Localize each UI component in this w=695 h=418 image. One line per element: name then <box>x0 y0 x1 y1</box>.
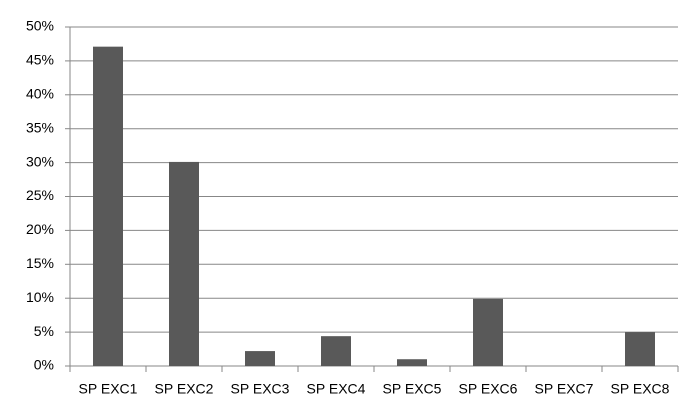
y-tick-label: 30% <box>26 153 54 169</box>
y-tick-label: 0% <box>34 357 54 373</box>
x-tick-label: SP EXC8 <box>611 381 670 397</box>
y-tick-label: 20% <box>26 221 54 237</box>
y-tick-label: 35% <box>26 119 54 135</box>
x-tick-label: SP EXC4 <box>307 381 366 397</box>
x-tick-label: SP EXC5 <box>383 381 442 397</box>
y-tick-label: 10% <box>26 289 54 305</box>
y-tick-label: 5% <box>34 323 54 339</box>
x-tick-label: SP EXC7 <box>535 381 594 397</box>
y-tick-label: 15% <box>26 255 54 271</box>
y-tick-label: 50% <box>26 18 54 34</box>
x-tick-label: SP EXC3 <box>231 381 290 397</box>
bar <box>93 46 123 367</box>
bar <box>245 351 275 366</box>
x-tick-label: SP EXC1 <box>79 381 138 397</box>
bar <box>169 161 199 366</box>
bar <box>625 332 655 366</box>
bar <box>473 298 503 366</box>
x-tick-label: SP EXC2 <box>155 381 214 397</box>
y-tick-label: 25% <box>26 187 54 203</box>
bar <box>397 359 427 366</box>
bar <box>321 336 351 366</box>
x-tick-label: SP EXC6 <box>459 381 518 397</box>
y-tick-label: 40% <box>26 86 54 102</box>
y-tick-label: 45% <box>26 52 54 68</box>
